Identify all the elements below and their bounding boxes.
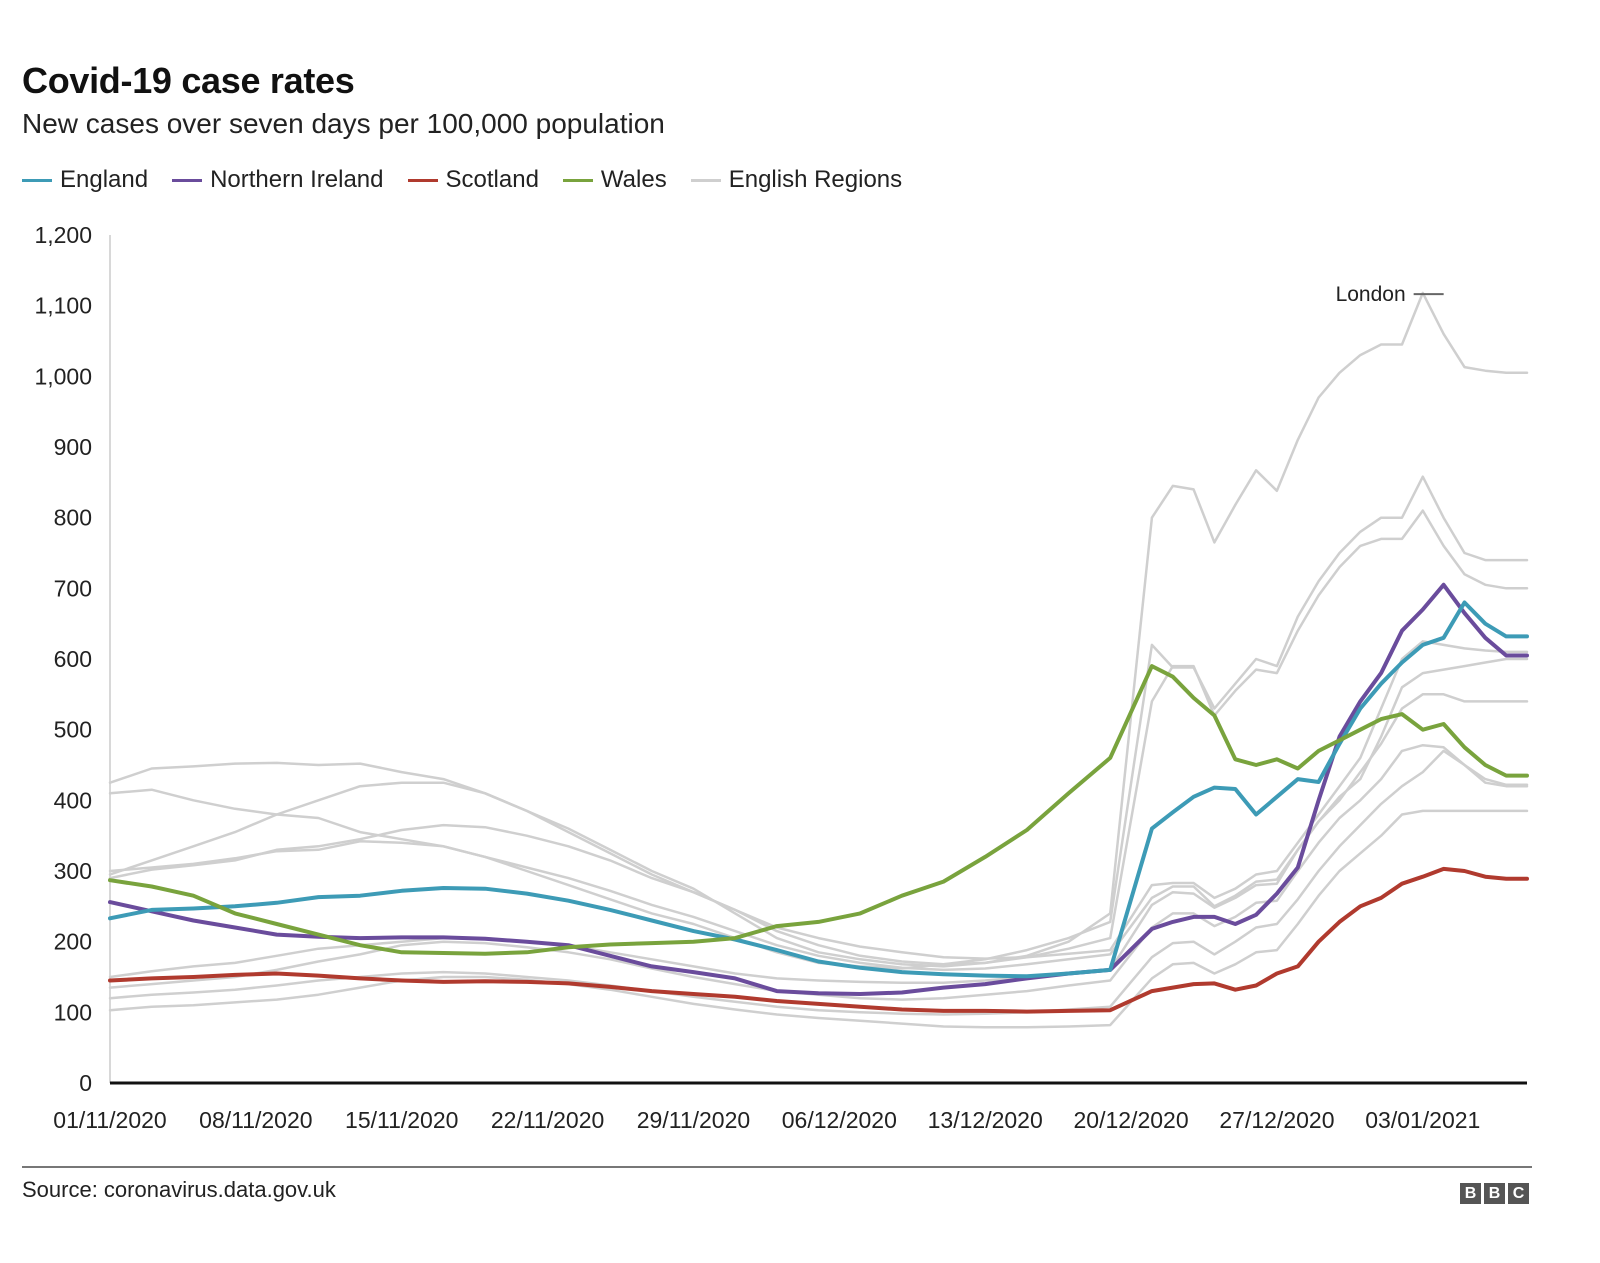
legend-label-northern-ireland: Northern Ireland [210, 166, 384, 193]
x-tick-label: 03/01/2021 [1365, 1107, 1480, 1133]
legend-swatch-wales [562, 178, 593, 182]
chart-subtitle: New cases over seven days per 100,000 po… [22, 108, 665, 139]
y-tick-label: 300 [54, 858, 92, 884]
x-tick-label: 22/11/2020 [491, 1107, 604, 1133]
legend-label-england: England [60, 166, 149, 193]
annotation-label-london: London [1336, 283, 1406, 306]
x-tick-label: 15/11/2020 [345, 1107, 458, 1133]
legend-item-england: England [22, 166, 148, 194]
x-axis: 01/11/2020 08/11/2020 15/11/2020 22/11/2020… [53, 1081, 1527, 1133]
legend-item-scotland: Scotland [407, 166, 539, 194]
x-tick-label: 27/12/2020 [1219, 1107, 1334, 1133]
x-tick-label: 08/11/2020 [199, 1107, 312, 1133]
legend-item-english-regions: English Regions [690, 166, 903, 194]
y-tick-label: 600 [54, 646, 92, 672]
legend-swatch-northern-ireland [172, 178, 203, 182]
legend-item-wales: Wales [562, 166, 667, 194]
x-tick-label: 01/11/2020 [53, 1107, 166, 1133]
series-line-london [108, 291, 1529, 968]
legend: England Northern Ireland Scotland Wales … [22, 166, 926, 194]
legend-label-wales: Wales [600, 166, 667, 193]
series-line-east-of-england [108, 475, 1529, 970]
series-line-northern-ireland [108, 582, 1529, 996]
y-tick-label: 800 [54, 505, 92, 531]
y-tick-label: 1,100 [34, 293, 92, 319]
footer-divider [22, 1166, 1532, 1168]
bbc-logo-letter: C [1508, 1183, 1529, 1204]
y-tick-label: 100 [54, 999, 92, 1025]
legend-swatch-england [22, 178, 52, 182]
series-line-north-west [108, 640, 1529, 960]
series-line-east-midlands [108, 743, 1529, 1001]
legend-label-english-regions: English Regions [728, 166, 903, 193]
legend-swatch-scotland [407, 178, 438, 182]
english-regions-lines [108, 291, 1529, 1029]
x-tick-label: 20/12/2020 [1074, 1107, 1189, 1133]
y-tick-label: 1,200 [34, 222, 92, 248]
bbc-logo: B B C [1460, 1183, 1529, 1204]
legend-item-northern-ireland: Northern Ireland [172, 166, 384, 194]
nation-lines [108, 582, 1529, 1014]
series-line-scotland [108, 866, 1529, 1014]
x-tick-label: 06/12/2020 [782, 1107, 897, 1133]
y-tick-label: 400 [54, 787, 92, 813]
series-line-south-east [108, 509, 1529, 966]
series-line-yorkshire-and-the-humber [108, 657, 1529, 972]
y-tick-label: 200 [54, 929, 92, 955]
annotations: London [1336, 283, 1444, 306]
x-tick-label: 29/11/2020 [637, 1107, 750, 1133]
series-line-west-midlands [108, 693, 1529, 984]
chart-title: Covid-19 case rates [22, 60, 355, 101]
series-line-wales [108, 664, 1529, 956]
y-tick-label: 500 [54, 717, 92, 743]
legend-label-scotland: Scotland [445, 166, 539, 193]
bbc-logo-letter: B [1484, 1183, 1505, 1204]
y-tick-label: 900 [54, 434, 92, 460]
y-tick-label: 0 [79, 1070, 92, 1096]
y-axis: 0 100 200 300 400 500 600 700 800 900 1,000 1,100 1,… [34, 222, 111, 1096]
y-tick-label: 700 [54, 575, 92, 601]
x-tick-label: 13/12/2020 [928, 1107, 1043, 1133]
bbc-logo-letter: B [1460, 1183, 1481, 1204]
y-tick-label: 1,000 [34, 363, 92, 389]
source-note: Source: coronavirus.data.gov.uk [22, 1177, 336, 1202]
legend-swatch-english-regions [690, 178, 721, 182]
series-line-england [108, 600, 1529, 979]
